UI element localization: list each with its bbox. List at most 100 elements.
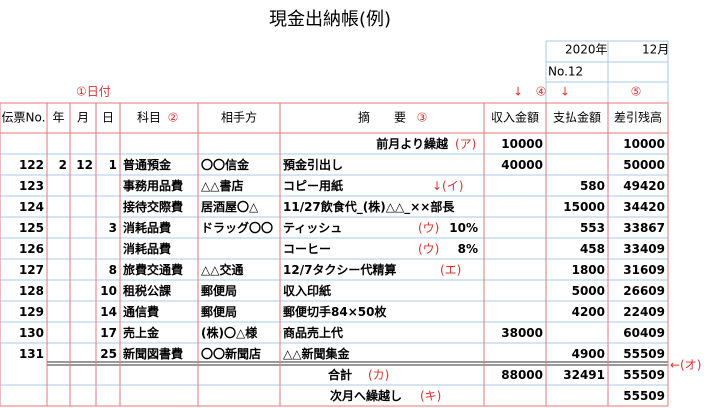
cell: 旅費交通費 [123,262,183,277]
note: (ア) [455,137,476,151]
cell: 通信費 [123,304,159,319]
carry-label: 次月へ繰越し [330,388,402,403]
cell: 580 [580,179,605,193]
cell: 商品売上代 [283,325,343,340]
note: (カ) [368,368,389,382]
cell: 553 [580,221,605,235]
cell: ドラッグ〇〇 [201,220,273,235]
cell: (株)〇△様 [201,325,258,340]
cell: 15000 [563,200,605,214]
cell: ティッシュ [283,221,342,235]
income-arrow: ↓ [513,85,523,99]
cell: 38000 [501,326,543,340]
income-mark: ④ [536,85,547,99]
header-cell: 月 [77,111,89,125]
cell: 消耗品費 [123,220,171,235]
cell: △△新聞集金 [283,346,350,361]
payment-arrow: ↓ [560,85,570,99]
header-cell: 年 [52,111,64,125]
note: (キ) [420,389,441,403]
cell: 33867 [623,221,665,235]
cell: 31609 [623,263,665,277]
header-cell: 支払金額 [553,110,601,125]
cell: 25 [100,347,117,361]
cell: 郵便局 [201,304,237,319]
header-cell: 収入金額 [491,110,539,125]
cell: 49420 [623,179,665,193]
cell: 10 [100,284,117,298]
cell: 123 [19,179,44,193]
cell: 14 [100,305,117,319]
note: (エ) [440,263,461,277]
total-cell: 32491 [563,368,605,382]
cell: 4200 [572,305,605,319]
title: 現金出納帳(例) [269,9,391,30]
cell: 26609 [623,284,665,298]
cell: 40000 [501,158,543,172]
cell: △△書店 [201,178,243,193]
cell: 売上金 [123,325,160,340]
tax-rate: 8% [458,242,478,256]
cell: 122 [19,158,44,172]
cell: 127 [19,263,44,277]
note: (ウ) [418,242,439,256]
cell: 新聞図書費 [123,346,183,361]
header-cell: 摘 要 [358,110,406,125]
cell: 1 [109,158,117,172]
cell: 前月より繰越 [376,136,449,151]
cell: コーヒー [283,242,331,256]
cell: 34420 [623,200,665,214]
cell: コピー用紙 [283,178,343,193]
cell: 128 [19,284,44,298]
header-mark: ③ [417,111,428,125]
cell: 租税公課 [123,283,172,298]
cell: 60409 [623,326,665,340]
cell: 12 [76,158,93,172]
cell: 130 [19,326,44,340]
cell: 8 [109,263,117,277]
header-cell: 相手方 [221,110,257,125]
cell: 消耗品費 [123,241,171,256]
cell: 収入印紙 [283,283,331,298]
balance-mark: ⑤ [631,85,642,99]
cell: 接待交際費 [123,199,183,214]
cell: 17 [100,326,117,340]
cell: 10000 [501,137,543,151]
cell: 〇〇新聞店 [201,346,261,361]
cell: 5000 [572,284,605,298]
month: 12月 [642,43,669,57]
cell: 郵便局 [201,283,237,298]
tax-rate: 10% [449,221,478,235]
year: 2020年 [565,43,608,57]
cell: 普通預金 [123,157,172,172]
cell: △△交通 [201,262,243,277]
cell: 22409 [623,305,665,319]
cell: 126 [19,242,44,256]
cell: 125 [19,221,44,235]
header-cell: 科目 [137,111,161,125]
header-cell: 日 [102,111,114,125]
cell: 11/27飲食代_(株)△△_××部長 [283,199,455,215]
cell: 131 [19,347,44,361]
cell: 預金引出し [283,157,343,172]
cell: 事務用品費 [123,178,183,193]
cell: 55509 [623,347,665,361]
header-cell: 伝票No. [2,111,46,125]
number: No.12 [548,65,583,79]
cell: 458 [580,242,605,256]
cell: 12/7タクシー代精算 [283,262,396,277]
header-cell: 差引残高 [614,110,662,125]
cell: 郵便切手84×50枚 [283,304,387,319]
cell: 50000 [623,158,665,172]
date-annotation: ①日付 [76,85,111,99]
note: (ウ) [418,221,439,235]
cell: 〇〇信金 [201,157,250,172]
cell: 10000 [623,137,665,151]
cell: 129 [19,305,44,319]
cell: 33409 [623,242,665,256]
cell: 124 [19,200,44,214]
total-cell: 55509 [623,368,665,382]
total-cell: 88000 [501,368,543,382]
